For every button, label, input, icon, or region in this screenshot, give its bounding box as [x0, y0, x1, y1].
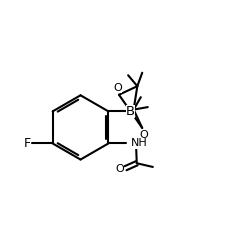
Text: NH: NH	[130, 138, 147, 149]
Text: O: O	[113, 83, 122, 93]
Text: O: O	[115, 164, 124, 174]
Text: B: B	[126, 105, 135, 118]
Text: O: O	[139, 130, 148, 140]
Text: F: F	[24, 137, 31, 150]
